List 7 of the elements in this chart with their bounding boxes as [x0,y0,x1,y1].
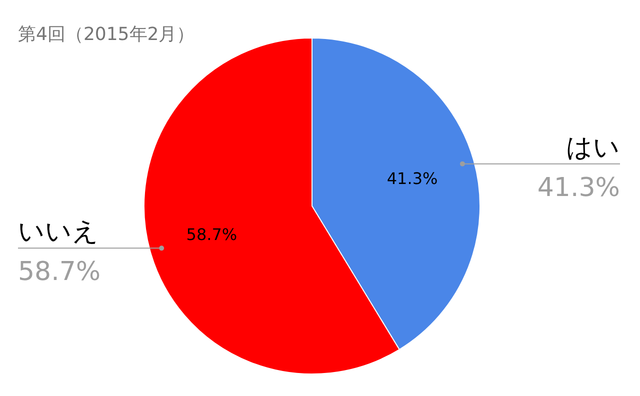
slice-label: いいえ [18,217,99,248]
data-label: 41.3% [386,168,438,188]
data-label: 58.7% [186,225,238,244]
text: 58.7% [18,257,101,288]
text: 41.3% [537,172,620,203]
chart-title: 第4回（2015年2月） [18,24,195,45]
slice-label: はい [566,132,620,163]
